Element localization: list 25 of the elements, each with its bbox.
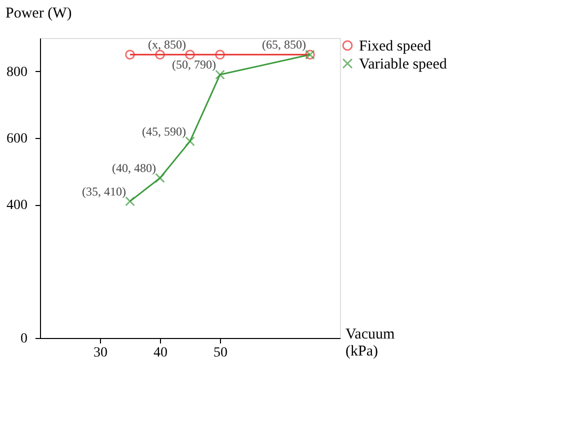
legend-label: Fixed speed — [359, 38, 432, 54]
annotation: (x, 850) — [148, 38, 186, 52]
y-tick-label: 600 — [6, 132, 28, 146]
x-tick-label: 50 — [214, 346, 228, 360]
point — [155, 50, 165, 60]
point — [125, 196, 135, 206]
point — [125, 50, 135, 60]
point — [185, 136, 195, 146]
annotation: (65, 850) — [262, 38, 306, 52]
x-axis-title: Vacuum (kPa) — [346, 326, 395, 360]
annotation: (35, 410) — [82, 184, 126, 198]
annotation: (50, 790) — [172, 58, 216, 72]
y-tick-label: 0 — [20, 332, 28, 346]
x-tick-label: 40 — [154, 346, 168, 360]
point — [185, 50, 195, 60]
annotation: (45, 590) — [142, 124, 186, 138]
point — [215, 50, 225, 60]
point — [215, 70, 225, 80]
y-axis-title: Power (W) — [6, 6, 72, 22]
point — [155, 173, 165, 183]
x-tick-label: 30 — [94, 346, 108, 360]
y-tick-label: 800 — [6, 64, 28, 80]
legend-label: Variable speed — [359, 56, 448, 72]
annotation: (40, 480) — [112, 161, 156, 175]
y-tick-label: 400 — [6, 198, 28, 214]
